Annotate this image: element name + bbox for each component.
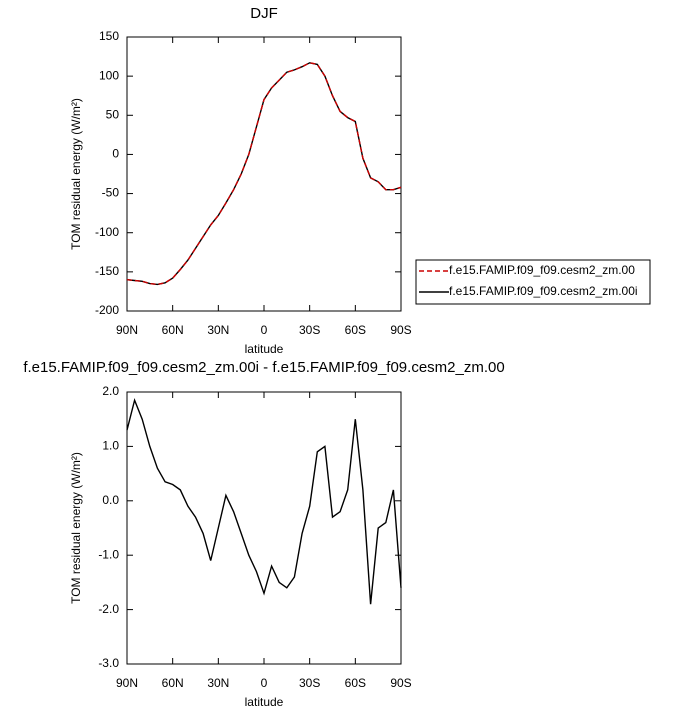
x-tick-label: 90S bbox=[390, 323, 411, 337]
chart-title: DJF bbox=[250, 5, 278, 22]
legend-box bbox=[415, 259, 651, 305]
y-tick-label: -200 bbox=[95, 303, 119, 317]
y-axis-title: TOM residual energy (W/m²) bbox=[69, 98, 83, 250]
y-tick-label: 50 bbox=[106, 107, 120, 121]
x-tick-label: 30S bbox=[299, 323, 320, 337]
y-tick-label: -2.0 bbox=[98, 602, 119, 616]
y-tick-label: 1.0 bbox=[102, 439, 119, 453]
y-tick-label: 0.0 bbox=[102, 493, 119, 507]
x-tick-label: 90S bbox=[390, 676, 411, 690]
data-line bbox=[126, 397, 402, 605]
x-tick-label: 0 bbox=[261, 323, 268, 337]
y-tick-label: 2.0 bbox=[102, 384, 119, 398]
y-axis-title: TOM residual energy (W/m²) bbox=[69, 452, 83, 604]
data-line bbox=[126, 62, 402, 286]
y-tick-label: 150 bbox=[99, 29, 119, 43]
y-tick-label: -100 bbox=[95, 225, 119, 239]
x-tick-label: 60N bbox=[162, 676, 184, 690]
x-tick-label: 30N bbox=[207, 676, 229, 690]
chart-title: f.e15.FAMIP.f09_f09.cesm2_zm.00i - f.e15… bbox=[23, 359, 504, 376]
y-tick-label: 100 bbox=[99, 68, 119, 82]
x-tick-label: 30S bbox=[299, 676, 320, 690]
y-tick-label: -150 bbox=[95, 264, 119, 278]
x-tick-label: 60S bbox=[345, 323, 366, 337]
plot-frame bbox=[126, 391, 402, 665]
y-tick-label: -50 bbox=[102, 186, 120, 200]
x-tick-label: 0 bbox=[261, 676, 268, 690]
y-tick-label: 0 bbox=[112, 147, 119, 161]
data-line bbox=[126, 62, 402, 286]
y-tick-label: -1.0 bbox=[98, 547, 119, 561]
x-tick-label: 90N bbox=[116, 676, 138, 690]
y-tick-label: -3.0 bbox=[98, 656, 119, 670]
x-tick-label: 60S bbox=[345, 676, 366, 690]
x-axis-title: latitude bbox=[245, 342, 284, 356]
x-tick-label: 30N bbox=[207, 323, 229, 337]
x-tick-label: 60N bbox=[162, 323, 184, 337]
plot-frame bbox=[126, 36, 402, 312]
legend-label: f.e15.FAMIP.f09_f09.cesm2_zm.00 bbox=[449, 263, 635, 277]
legend-label: f.e15.FAMIP.f09_f09.cesm2_zm.00i bbox=[449, 284, 638, 298]
x-axis-title: latitude bbox=[245, 695, 284, 709]
x-tick-label: 90N bbox=[116, 323, 138, 337]
